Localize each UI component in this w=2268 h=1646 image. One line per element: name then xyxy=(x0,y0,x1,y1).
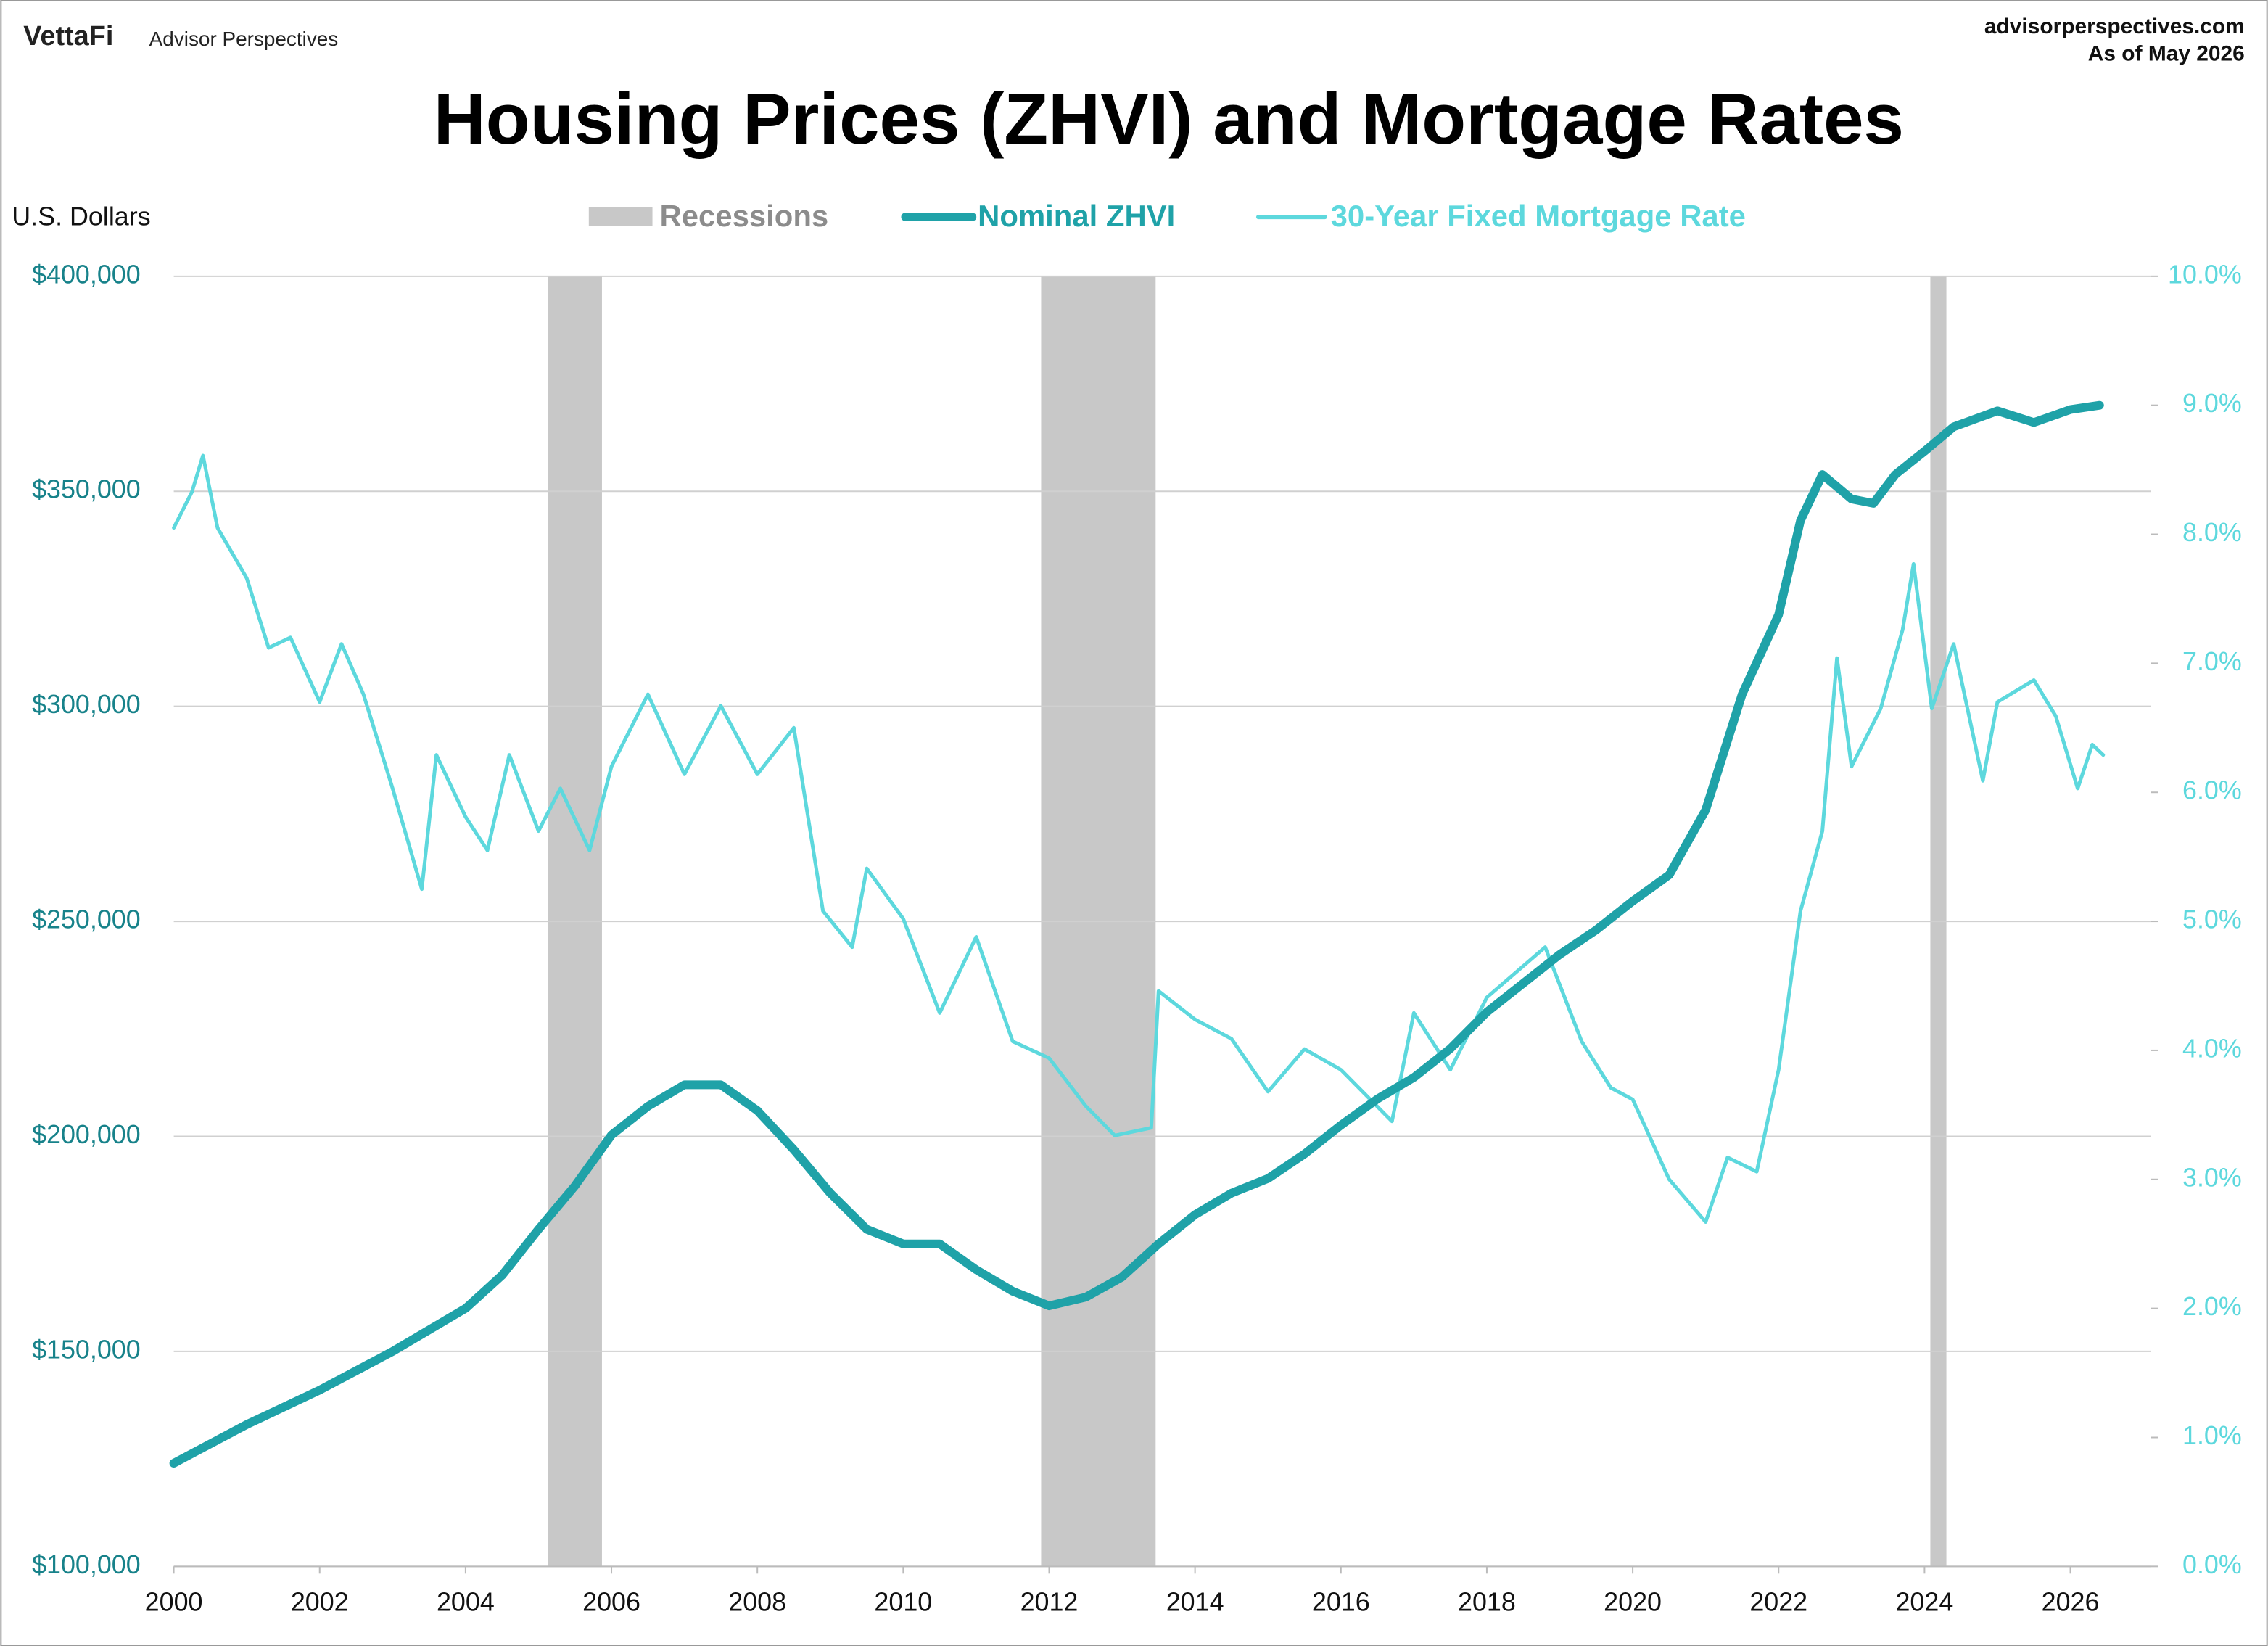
x-tick-label: 2002 xyxy=(291,1588,349,1617)
x-tick-label: 2004 xyxy=(437,1588,495,1617)
brand-sub: Advisor Perspectives xyxy=(149,28,339,50)
legend-label: Nominal ZHVI xyxy=(978,199,1175,233)
x-tick-label: 2022 xyxy=(1749,1588,1807,1617)
x-tick-label: 2020 xyxy=(1604,1588,1662,1617)
x-tick-label: 2016 xyxy=(1312,1588,1370,1617)
y-tick-label: $100,000 xyxy=(32,1550,141,1579)
legend-label: Recessions xyxy=(660,199,829,233)
x-tick-label: 2018 xyxy=(1458,1588,1516,1617)
x-tick-label: 2000 xyxy=(145,1588,203,1617)
y2-tick-label: 3.0% xyxy=(2182,1163,2242,1192)
y2-tick-label: 6.0% xyxy=(2182,776,2242,805)
x-tick-label: 2014 xyxy=(1166,1588,1224,1617)
y2-tick-label: 4.0% xyxy=(2182,1034,2242,1063)
series-line xyxy=(172,453,2106,1224)
x-tick-label: 2008 xyxy=(728,1588,786,1617)
x-tick-label: 2012 xyxy=(1020,1588,1079,1617)
y-tick-label: $150,000 xyxy=(32,1335,141,1364)
y-tick-label: $200,000 xyxy=(32,1120,141,1149)
y-tick-label: $250,000 xyxy=(32,905,141,934)
y2-tick-label: 5.0% xyxy=(2182,905,2242,934)
x-tick-label: 2010 xyxy=(874,1588,932,1617)
y2-tick-label: 1.0% xyxy=(2182,1421,2242,1450)
y2-tick-label: 2.0% xyxy=(2182,1292,2242,1321)
y-tick-label: $350,000 xyxy=(32,475,141,504)
series-line xyxy=(169,400,2104,1468)
y2-tick-label: 8.0% xyxy=(2182,518,2242,547)
legend-label: 30-Year Fixed Mortgage Rate xyxy=(1331,199,1746,233)
y-tick-label: $400,000 xyxy=(32,260,141,289)
y2-tick-label: 7.0% xyxy=(2182,647,2242,676)
x-tick-label: 2026 xyxy=(2042,1588,2100,1617)
y-axis-label: U.S. Dollars xyxy=(12,202,150,231)
source: advisorperspectives.com xyxy=(1984,15,2245,38)
legend-swatch xyxy=(588,207,653,226)
as-of: As of May 2026 xyxy=(2088,42,2245,66)
x-tick-label: 2024 xyxy=(1895,1588,1953,1617)
y2-tick-label: 0.0% xyxy=(2182,1550,2242,1579)
y2-tick-label: 9.0% xyxy=(2182,389,2242,418)
y2-tick-label: 10.0% xyxy=(2168,260,2242,289)
brand: VettaFi xyxy=(23,21,113,52)
chart-title: Housing Prices (ZHVI) and Mortgage Rates xyxy=(434,79,1904,160)
y-tick-label: $300,000 xyxy=(32,690,141,719)
x-tick-label: 2006 xyxy=(582,1588,640,1617)
